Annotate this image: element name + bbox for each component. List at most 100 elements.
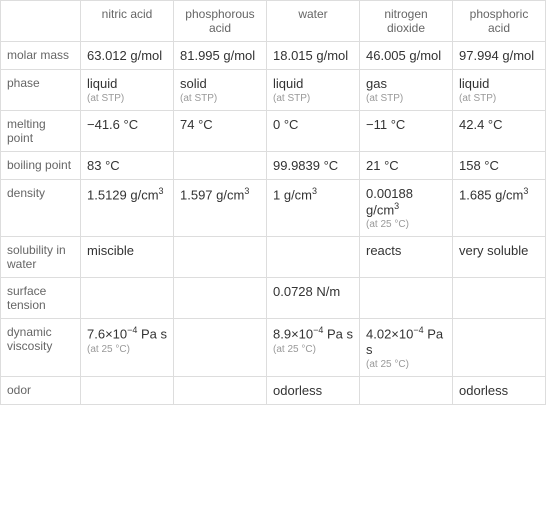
cell-subtext: (at 25 °C) [366, 359, 446, 370]
cell-value: 81.995 g/mol [180, 48, 255, 63]
cell-value: −41.6 °C [87, 117, 138, 132]
row-header: molar mass [1, 42, 81, 70]
cell-value: 7.6×10 [87, 327, 127, 342]
cell-value: 0.00188 g/cm [366, 186, 413, 217]
column-header: nitric acid [81, 1, 174, 42]
cell-subtext: (at STP) [273, 93, 353, 104]
cell-value: very soluble [459, 243, 528, 258]
table-row: boiling point83 °C99.9839 °C21 °C158 °C [1, 152, 546, 180]
table-cell: miscible [81, 237, 174, 278]
column-header: phosphorous acid [174, 1, 267, 42]
table-row: surface tension0.0728 N/m [1, 278, 546, 319]
table-cell [174, 237, 267, 278]
table-cell: 1.685 g/cm3 [453, 180, 546, 237]
table-cell: 0.00188 g/cm3(at 25 °C) [360, 180, 453, 237]
table-cell: −41.6 °C [81, 111, 174, 152]
table-cell: 21 °C [360, 152, 453, 180]
table-cell: 7.6×10−4 Pa s (at 25 °C) [81, 319, 174, 376]
cell-subtext: (at STP) [366, 93, 446, 104]
table-cell: 1.597 g/cm3 [174, 180, 267, 237]
table-cell: 8.9×10−4 Pa s(at 25 °C) [267, 319, 360, 376]
cell-superscript: −4 [413, 325, 423, 335]
cell-value: 21 °C [366, 158, 399, 173]
cell-subtext: (at 25 °C) [366, 219, 446, 230]
table-cell [453, 319, 546, 376]
row-header: density [1, 180, 81, 237]
cell-value: 4.02×10 [366, 327, 413, 342]
table-cell: 1.5129 g/cm3 [81, 180, 174, 237]
cell-value: 1.685 g/cm [459, 187, 523, 202]
cell-value: solid [180, 76, 207, 91]
cell-value: 0.0728 N/m [273, 284, 340, 299]
column-header: phosphoric acid [453, 1, 546, 42]
table-cell: liquid(at STP) [267, 70, 360, 111]
table-cell [81, 278, 174, 319]
cell-value: reacts [366, 243, 401, 258]
cell-value: liquid [87, 76, 117, 91]
cell-value: 83 °C [87, 158, 120, 173]
cell-value: 42.4 °C [459, 117, 503, 132]
cell-value: 18.015 g/mol [273, 48, 348, 63]
table-header-row: nitric acidphosphorous acidwaternitrogen… [1, 1, 546, 42]
table-cell [360, 278, 453, 319]
table-cell: 97.994 g/mol [453, 42, 546, 70]
column-header: nitrogen dioxide [360, 1, 453, 42]
row-header: dynamic viscosity [1, 319, 81, 376]
table-cell: −11 °C [360, 111, 453, 152]
cell-superscript: −4 [313, 325, 323, 335]
table-cell: 4.02×10−4 Pa s(at 25 °C) [360, 319, 453, 376]
cell-value: 97.994 g/mol [459, 48, 534, 63]
cell-subtext: (at 25 °C) [87, 344, 167, 355]
table-cell: 0 °C [267, 111, 360, 152]
column-header: water [267, 1, 360, 42]
row-header: boiling point [1, 152, 81, 180]
table-cell: 99.9839 °C [267, 152, 360, 180]
cell-superscript: 3 [312, 186, 317, 196]
table-row: melting point−41.6 °C74 °C0 °C−11 °C42.4… [1, 111, 546, 152]
table-cell [174, 152, 267, 180]
table-cell [267, 237, 360, 278]
table-row: molar mass 63.012 g/mol 81.995 g/mol 18.015… [1, 42, 546, 70]
cell-value: odorless [273, 383, 322, 398]
cell-value-after: Pa s [323, 327, 353, 342]
cell-superscript: 3 [523, 186, 528, 196]
corner-cell [1, 1, 81, 42]
row-header: odor [1, 376, 81, 404]
table-cell [360, 376, 453, 404]
table-cell [174, 278, 267, 319]
table-cell: 1 g/cm3 [267, 180, 360, 237]
table-cell: gas (at STP) [360, 70, 453, 111]
cell-superscript: 3 [244, 186, 249, 196]
table-cell: 0.0728 N/m [267, 278, 360, 319]
table-row: density1.5129 g/cm31.597 g/cm31 g/cm30.0… [1, 180, 546, 237]
table-row: dynamic viscosity7.6×10−4 Pa s(at 25 °C)… [1, 319, 546, 376]
table-cell [81, 376, 174, 404]
cell-value: odorless [459, 383, 508, 398]
cell-value: 8.9×10 [273, 327, 313, 342]
table-cell: 81.995 g/mol [174, 42, 267, 70]
table-cell: 83 °C [81, 152, 174, 180]
cell-value: gas [366, 76, 387, 91]
table-cell: 63.012 g/mol [81, 42, 174, 70]
table-cell: 46.005 g/mol [360, 42, 453, 70]
table-cell: reacts [360, 237, 453, 278]
table-cell: odorless [453, 376, 546, 404]
table-cell: odorless [267, 376, 360, 404]
cell-subtext: (at STP) [180, 93, 260, 104]
cell-value: 63.012 g/mol [87, 48, 162, 63]
row-header: solubility in water [1, 237, 81, 278]
cell-value: 46.005 g/mol [366, 48, 441, 63]
cell-value: 1 g/cm [273, 187, 312, 202]
cell-subtext: (at STP) [459, 93, 539, 104]
cell-subtext: (at STP) [87, 93, 167, 104]
table-row: phaseliquid(at STP)solid(at STP)liquid(a… [1, 70, 546, 111]
table-cell: liquid(at STP) [453, 70, 546, 111]
table-cell: solid (at STP) [174, 70, 267, 111]
cell-value: miscible [87, 243, 134, 258]
cell-superscript: 3 [159, 186, 164, 196]
cell-value: 0 °C [273, 117, 298, 132]
cell-value: 74 °C [180, 117, 213, 132]
cell-superscript: −4 [127, 325, 137, 335]
table-cell [174, 376, 267, 404]
cell-value-after: Pa s [137, 327, 167, 342]
